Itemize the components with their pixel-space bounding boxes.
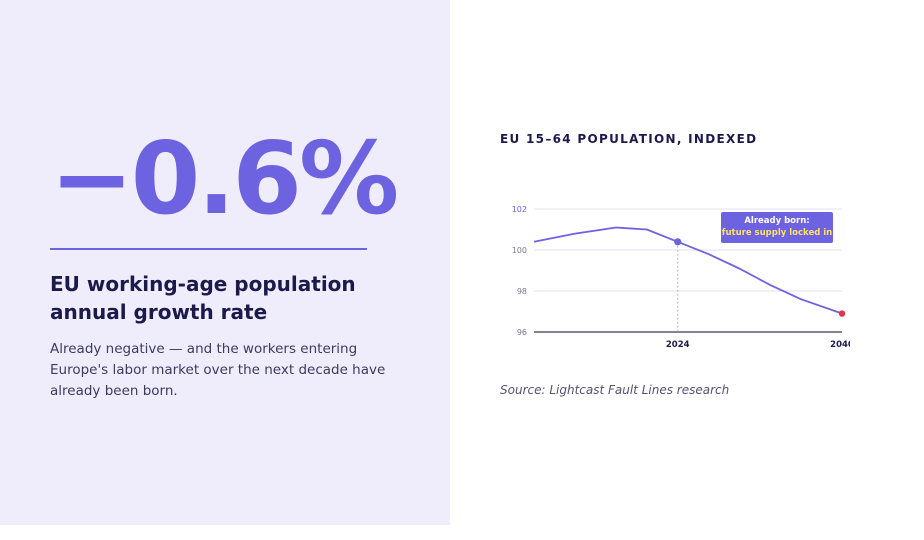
callout-line-1: Already born: (744, 216, 810, 226)
x-tick-label: 2040 (830, 340, 850, 350)
y-tick-label: 96 (517, 328, 527, 337)
stat-description: Already negative — and the workers enter… (50, 341, 386, 399)
stat-divider (50, 248, 367, 250)
stat-panel (0, 0, 450, 525)
y-tick-label: 102 (512, 205, 527, 214)
population-line-chart: 96 98 100 102 2024 2040 (512, 205, 850, 350)
y-tick-label: 100 (512, 246, 527, 255)
population-series-line (533, 226, 843, 315)
marker-point-2024 (674, 238, 682, 246)
marker-point-2040 (838, 310, 846, 317)
chart-title: EU 15–64 POPULATION, INDEXED (500, 132, 758, 146)
callout-line-2: future supply locked in (721, 228, 833, 238)
y-tick-label: 98 (517, 287, 527, 296)
already-born-callout: Already born: future supply locked in (721, 212, 833, 243)
chart-source: Source: Lightcast Fault Lines research (500, 383, 730, 397)
stat-headline: EU working-age population annual growth … (50, 272, 356, 324)
growth-rate-stat: −0.6% (50, 120, 399, 237)
x-tick-label: 2024 (666, 340, 690, 350)
